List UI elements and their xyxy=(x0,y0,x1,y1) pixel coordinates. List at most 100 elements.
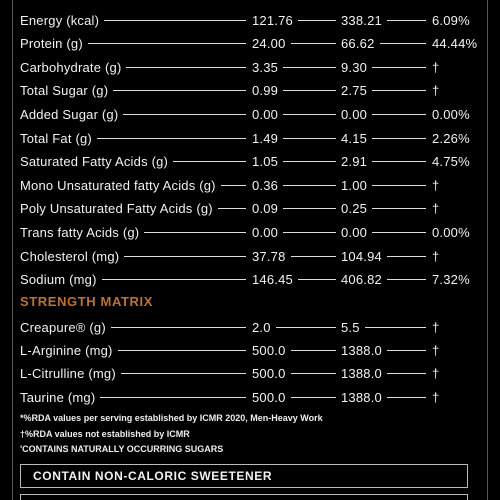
table-cell: 24.00 xyxy=(252,34,336,54)
cell-text: Creapure® (g) xyxy=(20,319,106,335)
table-cell: † xyxy=(432,199,482,219)
cell-text: 3.35 xyxy=(252,59,279,75)
cell-text: † xyxy=(432,342,440,358)
table-cell: Creapure® (g) xyxy=(20,317,246,337)
table-cell: Taurine (mg) xyxy=(20,387,246,407)
table-row: Sodium (mg) 146.45 406.82 7.32% xyxy=(20,270,470,290)
table-cell: † xyxy=(432,317,482,337)
table-cell: 0.09 xyxy=(252,199,336,219)
leader-line xyxy=(120,373,246,375)
table-row: Carbohydrate (g) 3.35 9.30 † xyxy=(20,57,470,77)
cell-text: Poly Unsaturated Fatty Acids (g) xyxy=(20,201,213,217)
leader-line xyxy=(297,279,336,281)
table-cell: 4.15 xyxy=(341,128,426,148)
table-cell: 1388.0 xyxy=(341,387,426,407)
table-cell: 500.0 xyxy=(252,387,336,407)
table-cell: Added Sugar (g) xyxy=(20,104,246,124)
leader-line xyxy=(217,208,246,210)
table-cell: 0.00 xyxy=(252,104,336,124)
cell-text: 4.15 xyxy=(341,130,368,146)
table-row: Total Sugar (g) 0.99 2.75 † xyxy=(20,81,470,101)
leader-line xyxy=(100,396,246,398)
leader-line xyxy=(386,373,426,375)
leader-line xyxy=(110,326,246,328)
table-cell: 2.0 xyxy=(252,317,336,337)
leader-line xyxy=(372,90,426,92)
cell-text: 0.99 xyxy=(252,83,279,99)
cell-text: 0.00 xyxy=(341,106,368,122)
cell-text: 2.26% xyxy=(432,130,470,146)
table-cell: 66.62 xyxy=(341,34,426,54)
table-cell: 1.00 xyxy=(341,175,426,195)
table-cell: † xyxy=(432,340,482,360)
leader-line xyxy=(283,113,336,115)
table-row: Creapure® (g) 2.0 5.5 † xyxy=(20,317,470,337)
leader-line xyxy=(290,396,336,398)
cell-text: Energy (kcal) xyxy=(20,12,100,28)
table-row: Trans fatty Acids (g) 0.00 0.00 0.00% xyxy=(20,222,470,242)
cell-text: † xyxy=(432,248,440,264)
table-cell: 0.00 xyxy=(252,222,336,242)
table-row: Saturated Fatty Acids (g) 1.05 2.91 4.75% xyxy=(20,152,470,172)
leader-line xyxy=(117,349,246,351)
cell-text: † xyxy=(432,319,440,335)
border-left xyxy=(12,0,13,500)
leader-line xyxy=(290,255,336,257)
table-cell: 2.26% xyxy=(432,128,482,148)
cell-text: 2.91 xyxy=(341,154,368,170)
leader-line xyxy=(124,255,246,257)
table-cell: 7.32% xyxy=(432,270,482,290)
cell-text: 0.00% xyxy=(432,106,470,122)
leader-line xyxy=(372,161,426,163)
notice-box: CONTAIN NON-CALORIC SWEETENER xyxy=(20,464,468,488)
cell-text: 1.05 xyxy=(252,154,279,170)
leader-line xyxy=(87,43,246,45)
cell-text: 1.00 xyxy=(341,177,368,193)
leader-line xyxy=(290,349,336,351)
table-cell: 0.00% xyxy=(432,104,482,124)
table-row: Added Sugar (g) 0.00 0.00 0.00% xyxy=(20,104,470,124)
table-cell: † xyxy=(432,81,482,101)
table-cell: 9.30 xyxy=(341,57,426,77)
cell-text: 7.32% xyxy=(432,272,470,288)
leader-line xyxy=(283,137,336,139)
table-cell: Protein (g) xyxy=(20,34,246,54)
leader-line xyxy=(126,66,246,68)
table-cell: 0.00% xyxy=(432,222,482,242)
cell-text: 4.75% xyxy=(432,154,470,170)
cell-text: 66.62 xyxy=(341,36,375,52)
table-cell: 500.0 xyxy=(252,364,336,384)
cell-text: † xyxy=(432,59,440,75)
box-edge xyxy=(20,494,468,500)
cell-text: 1.49 xyxy=(252,130,279,146)
table-cell: 1388.0 xyxy=(341,364,426,384)
leader-line xyxy=(372,66,426,68)
cell-text: 0.25 xyxy=(341,201,368,217)
table-cell: Saturated Fatty Acids (g) xyxy=(20,152,246,172)
leader-line xyxy=(386,255,426,257)
table-row: L-Arginine (mg) 500.0 1388.0 † xyxy=(20,340,470,360)
leader-line xyxy=(379,43,426,45)
table-row: Energy (kcal) 121.76 338.21 6.09% xyxy=(20,10,470,30)
table-cell: † xyxy=(432,57,482,77)
cell-text: 9.30 xyxy=(341,59,368,75)
leader-line xyxy=(372,113,426,115)
leader-line xyxy=(283,66,336,68)
cell-text: 2.0 xyxy=(252,319,271,335)
cell-text: Total Sugar (g) xyxy=(20,83,109,99)
table-cell: Carbohydrate (g) xyxy=(20,57,246,77)
table-cell: 5.5 xyxy=(341,317,426,337)
table-cell: 406.82 xyxy=(341,270,426,290)
cell-text: Added Sugar (g) xyxy=(20,106,119,122)
cell-text: 0.36 xyxy=(252,177,279,193)
table-cell: † xyxy=(432,175,482,195)
leader-line xyxy=(290,43,336,45)
leader-line xyxy=(96,137,246,139)
cell-text: Total Fat (g) xyxy=(20,130,92,146)
table-cell: 37.78 xyxy=(252,246,336,266)
leader-line xyxy=(144,231,246,233)
table-cell: Total Sugar (g) xyxy=(20,81,246,101)
cell-text: 121.76 xyxy=(252,12,293,28)
leader-line xyxy=(104,19,246,21)
